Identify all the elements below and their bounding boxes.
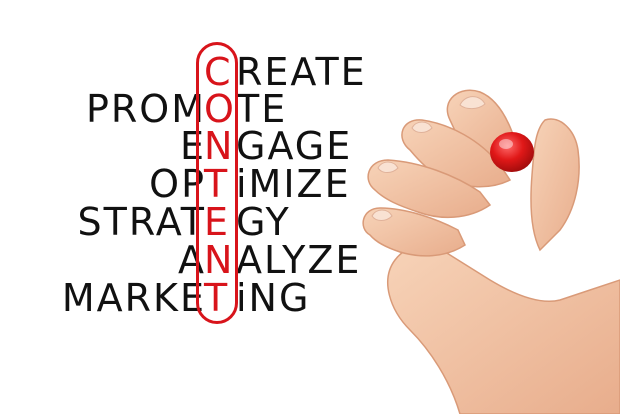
word-prefix: A bbox=[178, 238, 206, 282]
hand-holding-marker-icon bbox=[362, 89, 620, 414]
word-suffix: TE bbox=[236, 87, 288, 131]
word-key-letter: T bbox=[204, 162, 230, 206]
word-suffix: iNG bbox=[236, 276, 311, 320]
word-suffix: GY bbox=[236, 200, 291, 244]
word-key-letter: N bbox=[204, 238, 235, 282]
word-key-letter: N bbox=[204, 124, 235, 168]
word-key-letter: O bbox=[204, 87, 236, 131]
content-highlight-oval bbox=[196, 42, 238, 324]
word-key-letter: E bbox=[204, 200, 231, 244]
word-row-promote: PROM O TE bbox=[0, 87, 430, 131]
word-prefix: OP bbox=[149, 162, 206, 206]
word-prefix: PROM bbox=[85, 87, 206, 131]
word-suffix: ALYZE bbox=[236, 238, 362, 282]
word-suffix: GAGE bbox=[236, 124, 353, 168]
word-row-marketing: MARKE T iNG bbox=[0, 276, 430, 320]
word-suffix: iMIZE bbox=[236, 162, 351, 206]
word-prefix: MARKE bbox=[61, 276, 206, 320]
word-row-optimize: OP T iMIZE bbox=[0, 162, 430, 206]
word-row-strategy: STRAT E GY bbox=[0, 200, 430, 244]
word-suffix: REATE bbox=[236, 50, 367, 94]
word-prefix: E bbox=[179, 124, 206, 168]
word-row-engage: E N GAGE bbox=[0, 124, 430, 168]
word-prefix: STRAT bbox=[77, 200, 206, 244]
word-row-analyze: A N ALYZE bbox=[0, 238, 430, 282]
